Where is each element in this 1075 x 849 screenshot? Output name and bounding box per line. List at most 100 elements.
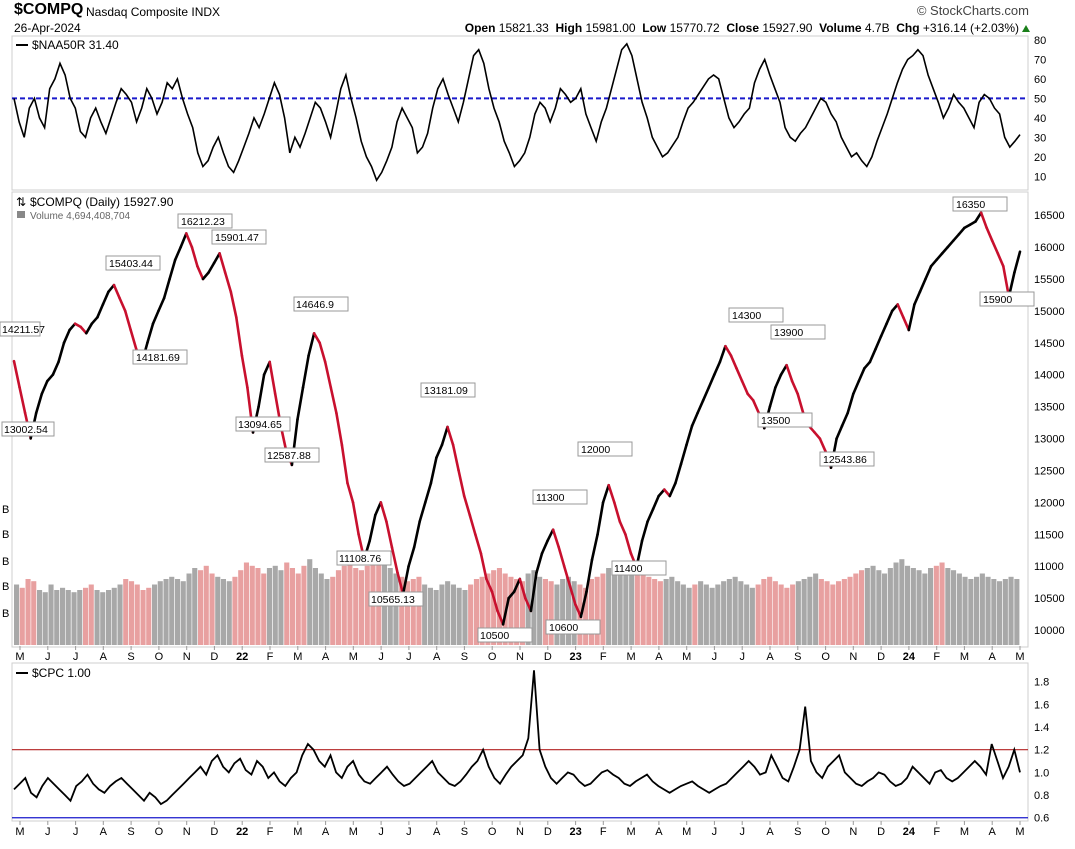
price-segment (296, 386, 305, 421)
volume-bar (37, 590, 43, 645)
volume-bar (301, 565, 307, 645)
volume-bar (77, 590, 83, 645)
volume-bar (525, 573, 531, 645)
price-segment (929, 258, 938, 268)
price-segment (835, 424, 844, 440)
label-13181: 13181.09 (424, 385, 468, 397)
volume-bar (905, 565, 911, 645)
price-segment (123, 309, 132, 332)
volume-bar (979, 573, 985, 645)
price-segment (190, 245, 199, 268)
label-10088: 10500 (480, 630, 509, 642)
volume-bar (198, 570, 204, 645)
cpc-xtick: S (794, 826, 801, 838)
volume-bar (25, 579, 31, 645)
price-xtick: F (933, 651, 940, 663)
volume-bar (123, 579, 129, 645)
label-16212: 16212.23 (181, 216, 225, 228)
price-segment (496, 609, 505, 626)
volume-bar (180, 581, 186, 645)
price-segment (401, 564, 410, 596)
volume-bar (652, 579, 658, 645)
price-segment (624, 532, 633, 555)
volume-bar (140, 590, 146, 645)
volume-bar (433, 590, 439, 645)
price-segment (612, 501, 622, 523)
price-segment (701, 386, 711, 402)
price-xtick: A (433, 651, 441, 663)
price-segment (512, 577, 522, 594)
volume-bar (439, 584, 445, 645)
volume-bar (876, 570, 882, 645)
volume-bar (266, 568, 272, 645)
price-ytick: 12000 (1034, 497, 1065, 509)
volume-bar (836, 581, 842, 645)
cpc-ytick: 1.8 (1034, 677, 1049, 689)
price-segment (96, 303, 105, 319)
price-segment (874, 335, 883, 351)
price-xtick: 23 (569, 651, 581, 663)
price-segment (685, 424, 694, 447)
volume-bar (571, 581, 577, 645)
volume-bar (157, 581, 163, 645)
volume-bar (129, 581, 135, 645)
price-ytick: 11000 (1034, 561, 1064, 573)
label-13002: 13002.54 (4, 424, 48, 436)
price-segment (718, 344, 727, 364)
volume-bar (445, 581, 451, 645)
volume-bar (485, 573, 491, 645)
volume-bar (364, 565, 370, 645)
label-16538: 16350 (956, 199, 985, 211)
cpc-xtick: O (155, 826, 164, 838)
volume-bar (680, 584, 686, 645)
cpc-xtick: D (544, 826, 552, 838)
high-label: High (555, 21, 583, 35)
price-ytick: 14000 (1034, 370, 1065, 382)
volume-bar (882, 573, 888, 645)
price-segment (335, 411, 344, 447)
volume-bar (220, 579, 226, 645)
price-segment (68, 322, 77, 332)
price-segment (674, 462, 683, 485)
naa50r-line (13, 42, 1021, 182)
price-segment (62, 328, 71, 345)
price-segment (390, 545, 399, 574)
price-segment (951, 233, 961, 242)
volume-bar (744, 584, 750, 645)
label-13161: 13500 (761, 415, 790, 427)
price-segment (857, 366, 866, 383)
volume-bar (790, 584, 796, 645)
volume-bar (203, 565, 209, 645)
price-segment (157, 296, 166, 313)
volume-bar (462, 590, 468, 645)
label-14446: 14300 (732, 310, 761, 322)
cpc-xtick: M (682, 826, 691, 838)
price-segment (851, 379, 861, 396)
volume-bar (675, 581, 681, 645)
price-xtick: J (406, 651, 412, 663)
volume-bar (583, 587, 589, 645)
price-segment (429, 456, 438, 485)
volume-bar (238, 570, 244, 645)
volume-bar (847, 576, 853, 645)
price-segment (351, 501, 360, 536)
cpc-xtick: F (600, 826, 607, 838)
price-segment (329, 386, 338, 415)
volume-bar (209, 573, 215, 645)
volume-bar (1014, 579, 1020, 645)
price-segment (435, 443, 444, 460)
price-xtick: F (600, 651, 607, 663)
volume-bar (698, 581, 704, 645)
naa50r-ytick: 20 (1034, 152, 1046, 164)
price-segment (223, 271, 233, 294)
price-segment (985, 226, 994, 242)
volume-bar (175, 579, 181, 645)
volume-bar (324, 579, 330, 645)
cpc-xtick: F (933, 826, 940, 838)
volume-bar (887, 568, 893, 645)
price-segment (146, 322, 155, 345)
price-xtick: O (155, 651, 164, 663)
cpc-xtick: M (293, 826, 302, 838)
price-segment (40, 379, 49, 396)
volume-bar (841, 579, 847, 645)
